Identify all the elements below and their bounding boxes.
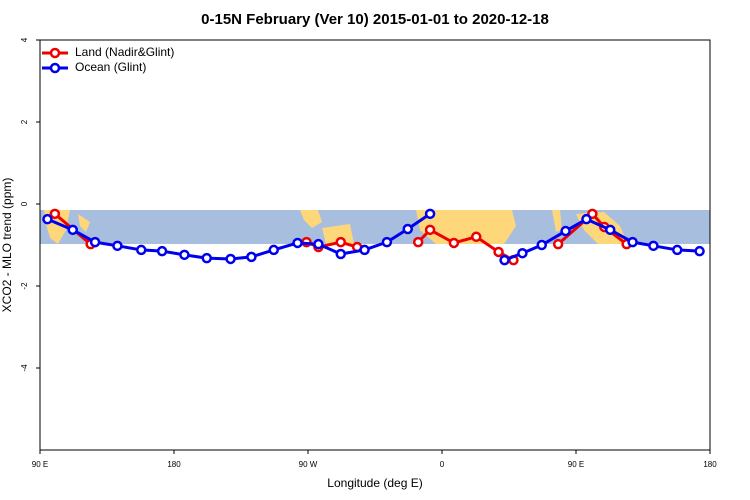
y-tick-label: 0: [20, 201, 29, 206]
legend-marker: [49, 62, 61, 74]
x-tick-label: 90 E: [568, 460, 584, 469]
land-shape: [552, 210, 562, 232]
land-shape: [78, 214, 90, 232]
data-point: [448, 237, 460, 249]
data-point: [335, 248, 347, 260]
y-tick-label: 2: [20, 119, 29, 124]
x-tick-label: 90 W: [299, 460, 318, 469]
data-point: [179, 249, 190, 261]
legend-label: Ocean (Glint): [75, 60, 146, 74]
data-point: [335, 236, 347, 248]
series-line: [503, 217, 700, 262]
series-line: [557, 211, 628, 246]
data-point: [156, 245, 168, 257]
x-axis-label: Longitude (deg E): [327, 476, 422, 490]
data-point: [424, 208, 436, 220]
chart-title: 0-15N February (Ver 10) 2015-01-01 to 20…: [201, 11, 549, 28]
data-point: [402, 223, 414, 235]
data-point: [581, 213, 592, 225]
legend-label: Land (Nadir&Glint): [75, 45, 174, 59]
data-point: [246, 251, 257, 263]
x-tick-label: 90 E: [32, 460, 48, 469]
data-point: [49, 208, 61, 220]
data-point: [671, 244, 683, 256]
data-point: [89, 236, 101, 248]
data-point: [292, 237, 303, 249]
data-point: [694, 245, 705, 257]
data-point: [493, 246, 504, 258]
data-point: [627, 236, 638, 248]
plot-frame: [39, 39, 711, 451]
data-point: [470, 231, 482, 243]
x-tick-label: 180: [703, 460, 717, 469]
y-tick-label: -4: [20, 364, 29, 372]
x-tick-label: 0: [440, 460, 445, 469]
data-point: [499, 254, 510, 266]
data-point: [67, 224, 79, 236]
data-point: [112, 240, 123, 252]
data-point: [604, 224, 616, 236]
data-point: [42, 213, 53, 225]
map-band: [40, 210, 710, 244]
data-point: [225, 253, 236, 265]
data-point: [517, 247, 528, 259]
data-point: [201, 252, 213, 264]
data-point: [648, 240, 659, 252]
data-point: [536, 239, 548, 251]
data-point: [412, 236, 424, 248]
y-tick-label: 4: [20, 37, 29, 42]
data-point: [135, 244, 147, 256]
data-point: [381, 236, 393, 248]
legend-marker: [49, 47, 61, 59]
data-point: [552, 238, 564, 250]
data-point: [359, 244, 370, 256]
y-tick-label: -2: [20, 282, 29, 290]
data-point: [268, 244, 280, 256]
data-point: [424, 224, 436, 236]
land-shape: [300, 210, 322, 228]
land-shape: [322, 224, 354, 244]
y-axis-label: XCO2 - MLO trend (ppm): [0, 178, 14, 313]
data-point: [560, 225, 571, 237]
data-point: [313, 238, 324, 250]
x-tick-label: 180: [167, 460, 181, 469]
